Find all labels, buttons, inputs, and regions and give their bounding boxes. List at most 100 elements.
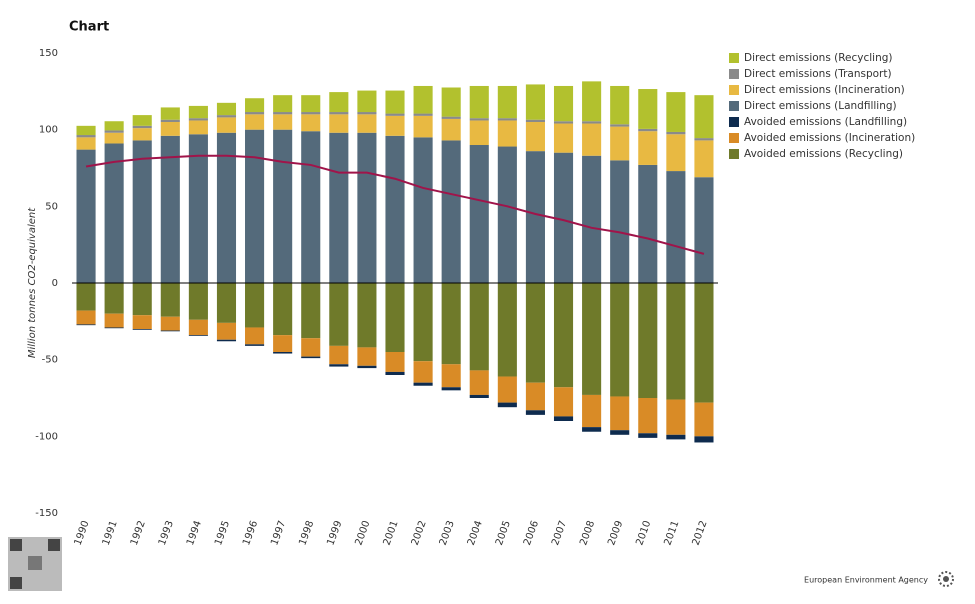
bar-segment: [160, 119, 180, 122]
legend-label: Avoided emissions (Recycling): [744, 148, 903, 160]
bar-segment: [273, 352, 293, 354]
x-tick-label: 1997: [269, 519, 288, 547]
bar-segment: [76, 310, 96, 325]
x-tick-label: 2005: [494, 519, 513, 547]
bar-segment: [76, 283, 96, 311]
bar-segment: [160, 107, 180, 120]
y-tick-label: -50: [42, 355, 58, 366]
bar-segment: [357, 365, 377, 369]
bar-segment: [441, 87, 461, 117]
bar-segment: [301, 112, 321, 115]
x-tick-label: 1990: [73, 519, 92, 547]
bar-segment: [413, 382, 433, 386]
bar-segment: [385, 283, 405, 352]
bar-segment: [525, 382, 545, 411]
bar-segment: [413, 361, 433, 383]
bar-segment: [160, 135, 180, 283]
x-tick-label: 2007: [550, 519, 569, 547]
bar-segment: [385, 371, 405, 375]
bar-segment: [497, 376, 517, 403]
bar-segment: [666, 134, 686, 172]
bar-segment: [582, 81, 602, 122]
bar-segment: [694, 402, 714, 437]
bar-segment: [301, 338, 321, 357]
bar-segment: [188, 319, 208, 336]
bar-segment: [245, 283, 265, 328]
bar-segment: [610, 430, 630, 435]
x-tick-label: 2010: [634, 519, 653, 547]
bar-segment: [666, 399, 686, 435]
bar-segment: [469, 118, 489, 121]
bar-segment: [273, 335, 293, 352]
x-tick-label: 1994: [185, 519, 204, 547]
bar-segment: [385, 352, 405, 372]
bar-segment: [553, 123, 574, 153]
bar-segment: [441, 283, 461, 365]
x-tick-label: 2012: [691, 519, 710, 547]
bar-segment: [357, 132, 377, 283]
bar-segment: [216, 117, 237, 133]
bar-segment: [525, 84, 545, 120]
bar-segment: [610, 124, 630, 127]
bar-segment: [553, 85, 574, 122]
x-tick-label: 2000: [354, 519, 373, 547]
bar-segment: [469, 85, 489, 119]
bar-segment: [553, 152, 574, 283]
bar-segment: [216, 115, 237, 118]
bar-segment: [469, 120, 489, 145]
bar-segment: [245, 344, 265, 346]
bar-segment: [497, 120, 517, 147]
bar-segment: [469, 283, 489, 371]
bar-segment: [582, 155, 602, 283]
bar-segment: [132, 115, 152, 126]
y-tick-label: -100: [35, 431, 58, 442]
x-tick-label: 1993: [157, 519, 176, 547]
x-tick-label: 1996: [241, 519, 260, 547]
bar-segment: [216, 102, 237, 116]
y-tick-label: 50: [45, 201, 58, 212]
x-tick-label: 1992: [129, 519, 148, 547]
bar-segment: [413, 85, 433, 114]
y-tick-label: 100: [39, 125, 58, 136]
bar-segment: [694, 177, 714, 283]
qr-code: [8, 537, 62, 591]
x-tick-label: 2006: [522, 519, 541, 547]
y-tick-label: 0: [52, 278, 58, 289]
bar-segment: [357, 90, 377, 113]
bar-segment: [413, 113, 433, 116]
bar-segment: [385, 113, 405, 116]
legend-label: Direct emissions (Landfilling): [744, 100, 897, 112]
legend-label: Direct emissions (Incineration): [744, 84, 905, 96]
bar-segment: [273, 112, 293, 115]
bar-segment: [582, 283, 602, 395]
bar-segment: [525, 283, 545, 383]
x-tick-label: 1998: [297, 519, 316, 547]
bar-segment: [694, 138, 714, 141]
bar-segment: [188, 120, 208, 135]
bar-segment: [357, 114, 377, 133]
bar-segment: [441, 387, 461, 391]
bar-segment: [188, 105, 208, 119]
bar-segment: [441, 116, 461, 119]
bar-segment: [301, 131, 321, 283]
bar-segment: [610, 396, 630, 431]
bar-segment: [160, 316, 180, 331]
bar-segment: [76, 125, 96, 136]
net-line: [85, 154, 705, 255]
bar-segment: [329, 114, 349, 133]
bar-segment: [553, 121, 574, 124]
bar-segment: [638, 164, 658, 283]
bar-segment: [582, 394, 602, 428]
bar-segment: [413, 137, 433, 283]
bar-segment: [104, 143, 124, 283]
bar-segment: [666, 434, 686, 440]
x-tick-label: 2011: [662, 519, 681, 547]
bar-segment: [188, 335, 208, 336]
bar-segment: [329, 364, 349, 367]
y-axis-label: Million tonnes CO2-equivalent: [27, 207, 38, 358]
legend-swatch: [729, 117, 739, 127]
bar-segment: [273, 129, 293, 283]
bar-segment: [301, 114, 321, 132]
bar-segment: [301, 356, 321, 359]
bar-segment: [104, 132, 124, 144]
